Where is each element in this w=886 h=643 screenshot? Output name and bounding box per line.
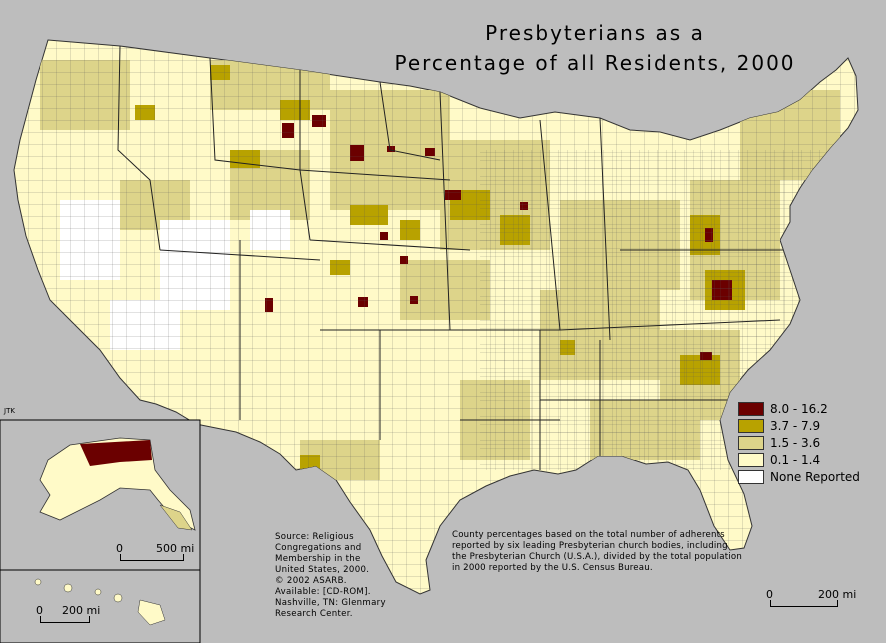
scale-bar-line: [120, 554, 184, 561]
legend: 8.0 - 16.2 3.7 - 7.9 1.5 - 3.6 0.1 - 1.4…: [738, 400, 884, 485]
state-borders: [117, 45, 790, 470]
main-scale-bar: 0 200 mi: [766, 588, 878, 610]
legend-swatch: [738, 469, 764, 484]
alaska-scale-bar: 0 500 mi: [116, 542, 198, 562]
legend-item: 0.1 - 1.4: [738, 451, 884, 468]
hawaii-inset: [0, 569, 201, 643]
legend-label: 8.0 - 16.2: [770, 401, 828, 416]
methodology-note: County percentages based on the total nu…: [452, 530, 742, 573]
legend-swatch: [738, 435, 764, 450]
legend-label: 1.5 - 3.6: [770, 435, 821, 450]
author-credit: JTK: [4, 407, 15, 415]
scale-bar-line: [40, 616, 90, 623]
hawaii-scale-bar: 0 200 mi: [36, 604, 128, 624]
scale-zero: 0: [36, 604, 43, 617]
scale-distance: 200 mi: [818, 588, 857, 601]
legend-label: 0.1 - 1.4: [770, 452, 821, 467]
scale-bar-line: [770, 600, 838, 607]
title-line-2: Percentage of all Residents, 2000: [394, 51, 796, 75]
source-citation: Source: Religious Congregations and Memb…: [275, 532, 386, 619]
alaska-inset: [0, 419, 201, 571]
legend-item: 8.0 - 16.2: [738, 400, 884, 417]
legend-item: 1.5 - 3.6: [738, 434, 884, 451]
scale-zero: 0: [766, 588, 773, 601]
legend-item: None Reported: [738, 468, 884, 485]
scale-zero: 0: [116, 542, 123, 555]
legend-swatch: [738, 452, 764, 467]
legend-swatch: [738, 418, 764, 433]
legend-swatch: [738, 401, 764, 416]
map-title: Presbyterians as a Percentage of all Res…: [360, 18, 830, 78]
scale-distance: 200 mi: [62, 604, 101, 617]
scale-distance: 500 mi: [156, 542, 195, 555]
legend-item: 3.7 - 7.9: [738, 417, 884, 434]
legend-label: None Reported: [770, 469, 860, 484]
legend-label: 3.7 - 7.9: [770, 418, 821, 433]
title-line-1: Presbyterians as a: [485, 21, 705, 45]
